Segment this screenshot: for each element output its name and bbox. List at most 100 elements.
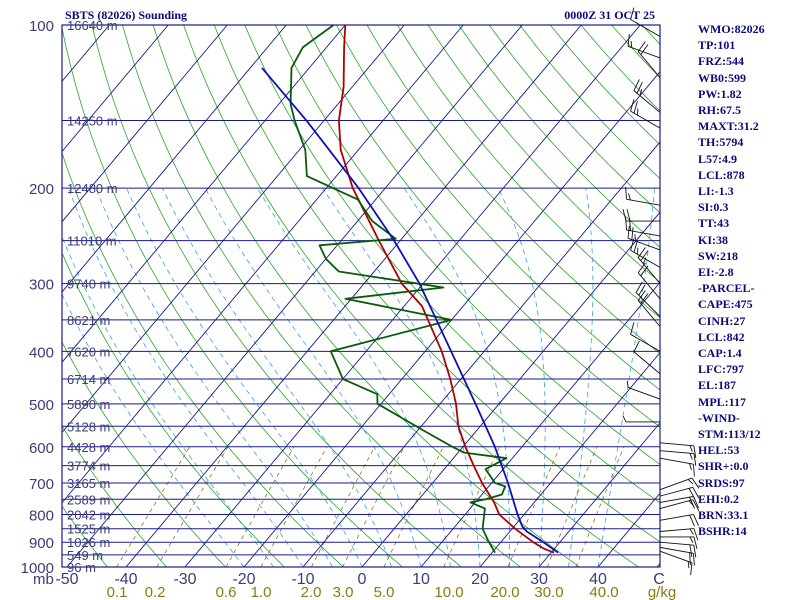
pressure-tick-label: 800 xyxy=(29,507,54,524)
height-label: 5128 m xyxy=(67,419,110,434)
stat-item: EI:-2.8 xyxy=(698,265,734,279)
mixing-ratio-label: 0.6 xyxy=(216,584,237,600)
wind-barb-flag xyxy=(693,528,699,541)
stat-item: FRZ:544 xyxy=(698,54,744,69)
temperature-tick-label: -30 xyxy=(173,571,196,588)
wind-barb-flag xyxy=(689,536,694,544)
wind-barb xyxy=(659,477,700,491)
isotherm xyxy=(479,352,660,567)
wind-barb xyxy=(659,541,697,558)
pressure-tick-label: 300 xyxy=(29,277,54,294)
pressure-tick-label: 900 xyxy=(29,535,54,552)
stat-item: TP:101 xyxy=(698,38,736,53)
wind-barb xyxy=(659,513,699,527)
mixing-ratio-label: 40.0 xyxy=(589,584,618,600)
pressure-tick-label: 700 xyxy=(29,476,54,493)
wind-barb-flag xyxy=(693,545,697,558)
wind-barb xyxy=(659,550,693,576)
wind-barb xyxy=(626,380,661,400)
pressure-tick-label: 600 xyxy=(29,440,54,457)
wind-barb-staff xyxy=(659,528,694,532)
wind-barb-staff xyxy=(637,300,661,327)
wind-barb xyxy=(637,290,661,327)
height-label: 96 m xyxy=(67,560,96,575)
wind-barb-staff xyxy=(633,351,661,375)
wind-barb-flag xyxy=(625,186,627,200)
wind-barb-flag xyxy=(689,514,695,527)
wind-barb xyxy=(633,340,661,375)
wind-barb xyxy=(635,281,661,317)
wind-barb-flag xyxy=(688,488,696,500)
stat-item: WB0:599 xyxy=(698,70,746,85)
wind-barb-staff xyxy=(659,496,694,503)
wind-barb-staff xyxy=(659,499,693,509)
isotherm xyxy=(62,25,464,504)
isotherm xyxy=(243,71,660,567)
wind-barb xyxy=(622,415,660,423)
wind-barb-flag xyxy=(690,562,693,576)
wind-barb xyxy=(659,486,700,500)
stat-item: CAPE:475 xyxy=(698,297,753,312)
stat-item: PW:1.82 xyxy=(698,86,742,101)
wind-barb-staff xyxy=(627,45,661,59)
wind-barb xyxy=(627,33,661,59)
wind-barb-flag xyxy=(630,99,635,112)
temperature-tick-label: 10 xyxy=(412,571,430,588)
wind-barb xyxy=(630,322,661,352)
height-label: 16640 m xyxy=(67,18,118,33)
stat-item: TT:43 xyxy=(698,216,730,231)
height-label: 9740 m xyxy=(67,277,110,292)
mixing-ratio-label: 0.1 xyxy=(107,584,128,600)
wind-barb-flag xyxy=(689,453,693,460)
stat-item: SW:218 xyxy=(698,248,739,263)
wind-barb-staff xyxy=(627,237,661,251)
height-label: 549 m xyxy=(67,548,103,563)
wind-barb-flag xyxy=(640,250,649,261)
temperature-tick-label: -20 xyxy=(232,571,255,588)
height-label: 6714 m xyxy=(67,372,110,387)
stat-item: LI:-1.3 xyxy=(698,184,734,198)
wind-barb-flag xyxy=(693,536,698,550)
mixing-ratio-label: 0.2 xyxy=(145,584,166,600)
pressure-tick-label: 100 xyxy=(29,18,54,35)
wind-barb-staff xyxy=(626,229,661,237)
wind-barb xyxy=(637,41,661,78)
mixing-ratio-label: 10.0 xyxy=(434,584,463,600)
wind-barb-flag xyxy=(622,415,627,423)
mixing-ratio-label: 20.0 xyxy=(490,584,519,600)
wind-barb-flag xyxy=(637,41,646,52)
wind-barb-staff xyxy=(630,333,661,352)
mixing-ratio-label: 30.0 xyxy=(534,584,563,600)
height-label: 8621 m xyxy=(67,313,110,328)
stat-item: WMO:82026 xyxy=(698,22,765,36)
wind-barb-staff xyxy=(626,198,661,206)
wind-barb-flag xyxy=(693,445,697,459)
mixing-ratio-label: 2.0 xyxy=(301,584,322,600)
stat-item: SRDS:97 xyxy=(698,475,745,490)
temperature-tick-label: -10 xyxy=(291,571,314,588)
wind-barb xyxy=(622,208,660,222)
height-label: 7620 m xyxy=(67,344,110,359)
temperature-tick-label: -40 xyxy=(114,571,137,588)
wind-barb-flag xyxy=(637,290,646,301)
wind-barb-flag xyxy=(693,514,699,526)
isotherm xyxy=(302,141,660,567)
wind-barb-flag xyxy=(692,499,700,511)
height-label: 2589 m xyxy=(67,492,110,507)
wind-barb-flag xyxy=(630,322,635,335)
wind-barb-flag xyxy=(633,340,640,353)
wind-barb-flag xyxy=(633,240,638,253)
pressure-tick-label: 1000 xyxy=(21,560,54,577)
wind-barb xyxy=(659,528,699,541)
wind-barb-flag xyxy=(627,33,630,47)
isotherm xyxy=(62,25,287,293)
wind-barb-flag xyxy=(693,464,695,477)
wind-barb xyxy=(630,99,661,129)
stat-item: L57:4.9 xyxy=(698,151,737,166)
stat-item: KI:38 xyxy=(698,232,728,247)
wind-barb-flag xyxy=(627,225,630,239)
wind-barb-staff xyxy=(637,272,661,300)
wind-barb-flag xyxy=(639,89,643,96)
stat-item: STM:113/12 xyxy=(698,427,761,441)
